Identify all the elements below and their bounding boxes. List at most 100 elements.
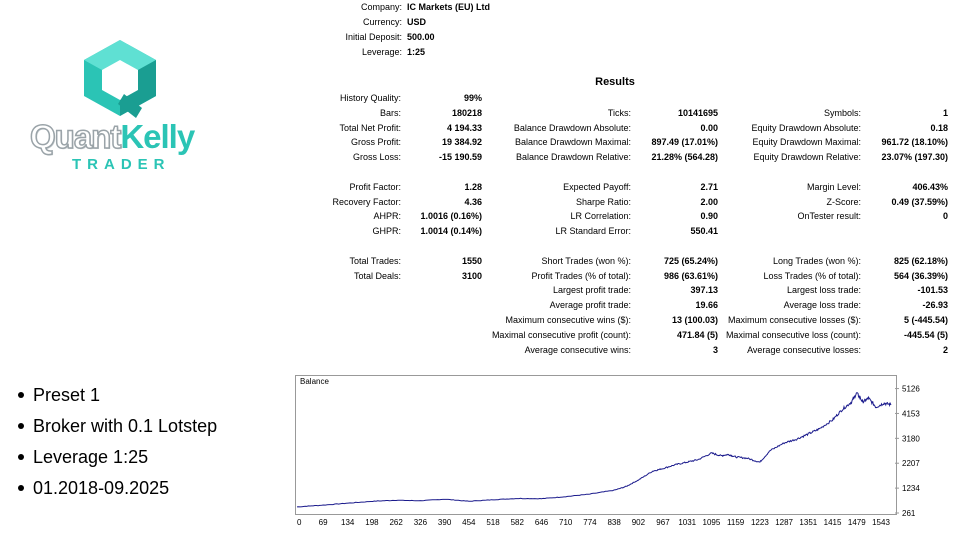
header-value: IC Markets (EU) Ltd <box>407 2 491 12</box>
header-label: Company: <box>360 2 402 12</box>
result-label: History Quality: <box>339 93 401 103</box>
result-label: Short Trades (won %): <box>541 256 631 266</box>
result-label: Average loss trade: <box>783 300 861 310</box>
bullet-dot-icon <box>18 454 24 460</box>
result-value: 0.18 <box>930 123 948 133</box>
result-label: Long Trades (won %): <box>772 256 861 266</box>
x-tick-label: 0 <box>297 518 302 527</box>
result-label: Total Deals: <box>353 271 401 281</box>
result-value: 825 (62.18%) <box>893 256 948 266</box>
result-label: Average consecutive losses: <box>747 345 861 355</box>
x-tick-label: 262 <box>389 518 403 527</box>
result-label: Equity Drawdown Maximal: <box>752 137 861 147</box>
bullet-dot-icon <box>18 423 24 429</box>
result-label: LR Correlation: <box>570 211 631 221</box>
result-value: 4.36 <box>464 197 482 207</box>
x-tick-label: 1095 <box>703 518 721 527</box>
x-tick-label: 1351 <box>799 518 817 527</box>
logo-subtitle: TRADER <box>72 156 171 173</box>
result-label: GHPR: <box>372 226 401 236</box>
results-title: Results <box>595 76 635 88</box>
result-label: Maximal consecutive loss (count): <box>725 330 861 340</box>
result-value: 1.0016 (0.16%) <box>420 211 482 221</box>
result-label: Maximum consecutive wins ($): <box>505 315 631 325</box>
result-value: 2 <box>942 345 948 355</box>
header-value: USD <box>407 17 427 27</box>
bullet-item: 01.2018-09.2025 <box>16 476 217 507</box>
result-value: 897.49 (17.01%) <box>651 137 718 147</box>
result-value: 406.43% <box>912 182 948 192</box>
result-value: -15 190.59 <box>438 152 482 162</box>
result-label: Z-Score: <box>826 197 861 207</box>
result-label: Balance Drawdown Relative: <box>515 152 631 162</box>
y-tick-label: 5126 <box>902 385 920 394</box>
logo-word-quant: Quant <box>29 117 122 156</box>
result-label: Average consecutive wins: <box>524 345 631 355</box>
result-value: 4 194.33 <box>446 123 482 133</box>
result-label: Loss Trades (% of total): <box>763 271 861 281</box>
result-value: -445.54 (5) <box>903 330 948 340</box>
result-label: Recovery Factor: <box>332 197 401 207</box>
result-label: Margin Level: <box>806 182 861 192</box>
result-value: 3100 <box>461 271 482 281</box>
result-label: Total Net Profit: <box>339 123 401 133</box>
x-tick-label: 582 <box>511 518 525 527</box>
result-label: Gross Loss: <box>352 152 401 162</box>
x-tick-label: 454 <box>462 518 476 527</box>
header-value: 500.00 <box>407 32 435 42</box>
x-tick-label: 646 <box>535 518 549 527</box>
result-label: Average profit trade: <box>549 300 631 310</box>
x-tick-label: 1415 <box>824 518 842 527</box>
result-label: Balance Drawdown Maximal: <box>514 137 631 147</box>
x-tick-label: 134 <box>341 518 355 527</box>
result-value: 397.13 <box>690 285 718 295</box>
result-value: 2.71 <box>700 182 718 192</box>
result-value: 0.49 (37.59%) <box>891 197 948 207</box>
result-value: 19.66 <box>695 300 718 310</box>
chart-title: Balance <box>300 377 329 386</box>
result-label: Profit Trades (% of total): <box>531 271 631 281</box>
quantkelly-logo: QuantKelly TRADER <box>20 30 210 180</box>
x-tick-label: 1479 <box>848 518 866 527</box>
bullet-item: Preset 1 <box>16 383 217 414</box>
result-value: 19 384.92 <box>441 137 482 147</box>
header-value: 1:25 <box>407 47 426 57</box>
x-tick-label: 198 <box>365 518 379 527</box>
result-label: Symbols: <box>823 108 861 118</box>
bullet-list: Preset 1 Broker with 0.1 Lotstep Leverag… <box>16 383 217 507</box>
x-tick-label: 1543 <box>872 518 890 527</box>
balance-line <box>296 392 892 508</box>
x-tick-label: 774 <box>583 518 597 527</box>
x-tick-label: 902 <box>632 518 646 527</box>
result-label: Gross Profit: <box>350 137 401 147</box>
result-value: 986 (63.61%) <box>663 271 718 281</box>
result-value: 564 (36.39%) <box>893 271 948 281</box>
x-tick-label: 967 <box>656 518 670 527</box>
y-tick-label: 261 <box>902 509 916 518</box>
header-label: Currency: <box>362 17 402 27</box>
result-value: 2.00 <box>700 197 718 207</box>
result-value: 1550 <box>461 256 482 266</box>
x-tick-label: 390 <box>438 518 452 527</box>
result-label: Largest loss trade: <box>786 285 861 295</box>
bullet-text: 01.2018-09.2025 <box>33 478 170 498</box>
result-label: Expected Payoff: <box>563 182 631 192</box>
result-value: 5 (-445.54) <box>903 315 948 325</box>
bullet-text: Broker with 0.1 Lotstep <box>33 416 218 436</box>
result-label: Equity Drawdown Relative: <box>753 152 861 162</box>
x-tick-label: 1031 <box>678 518 696 527</box>
header-label: Leverage: <box>361 47 402 57</box>
y-tick-label: 2207 <box>902 459 920 468</box>
logo-wordmark: QuantKelly <box>29 117 195 156</box>
result-label: Maximal consecutive profit (count): <box>491 330 631 340</box>
bullet-item: Leverage 1:25 <box>16 445 217 476</box>
bullet-dot-icon <box>18 485 24 491</box>
result-value: 21.28% (564.28) <box>651 152 718 162</box>
result-value: 180218 <box>451 108 482 118</box>
result-label: Total Trades: <box>349 256 401 266</box>
y-tick-label: 3180 <box>902 434 920 443</box>
result-value: 0.90 <box>700 211 718 221</box>
bullet-dot-icon <box>18 392 24 398</box>
result-value: -101.53 <box>917 285 948 295</box>
header-label: Initial Deposit: <box>345 32 402 42</box>
